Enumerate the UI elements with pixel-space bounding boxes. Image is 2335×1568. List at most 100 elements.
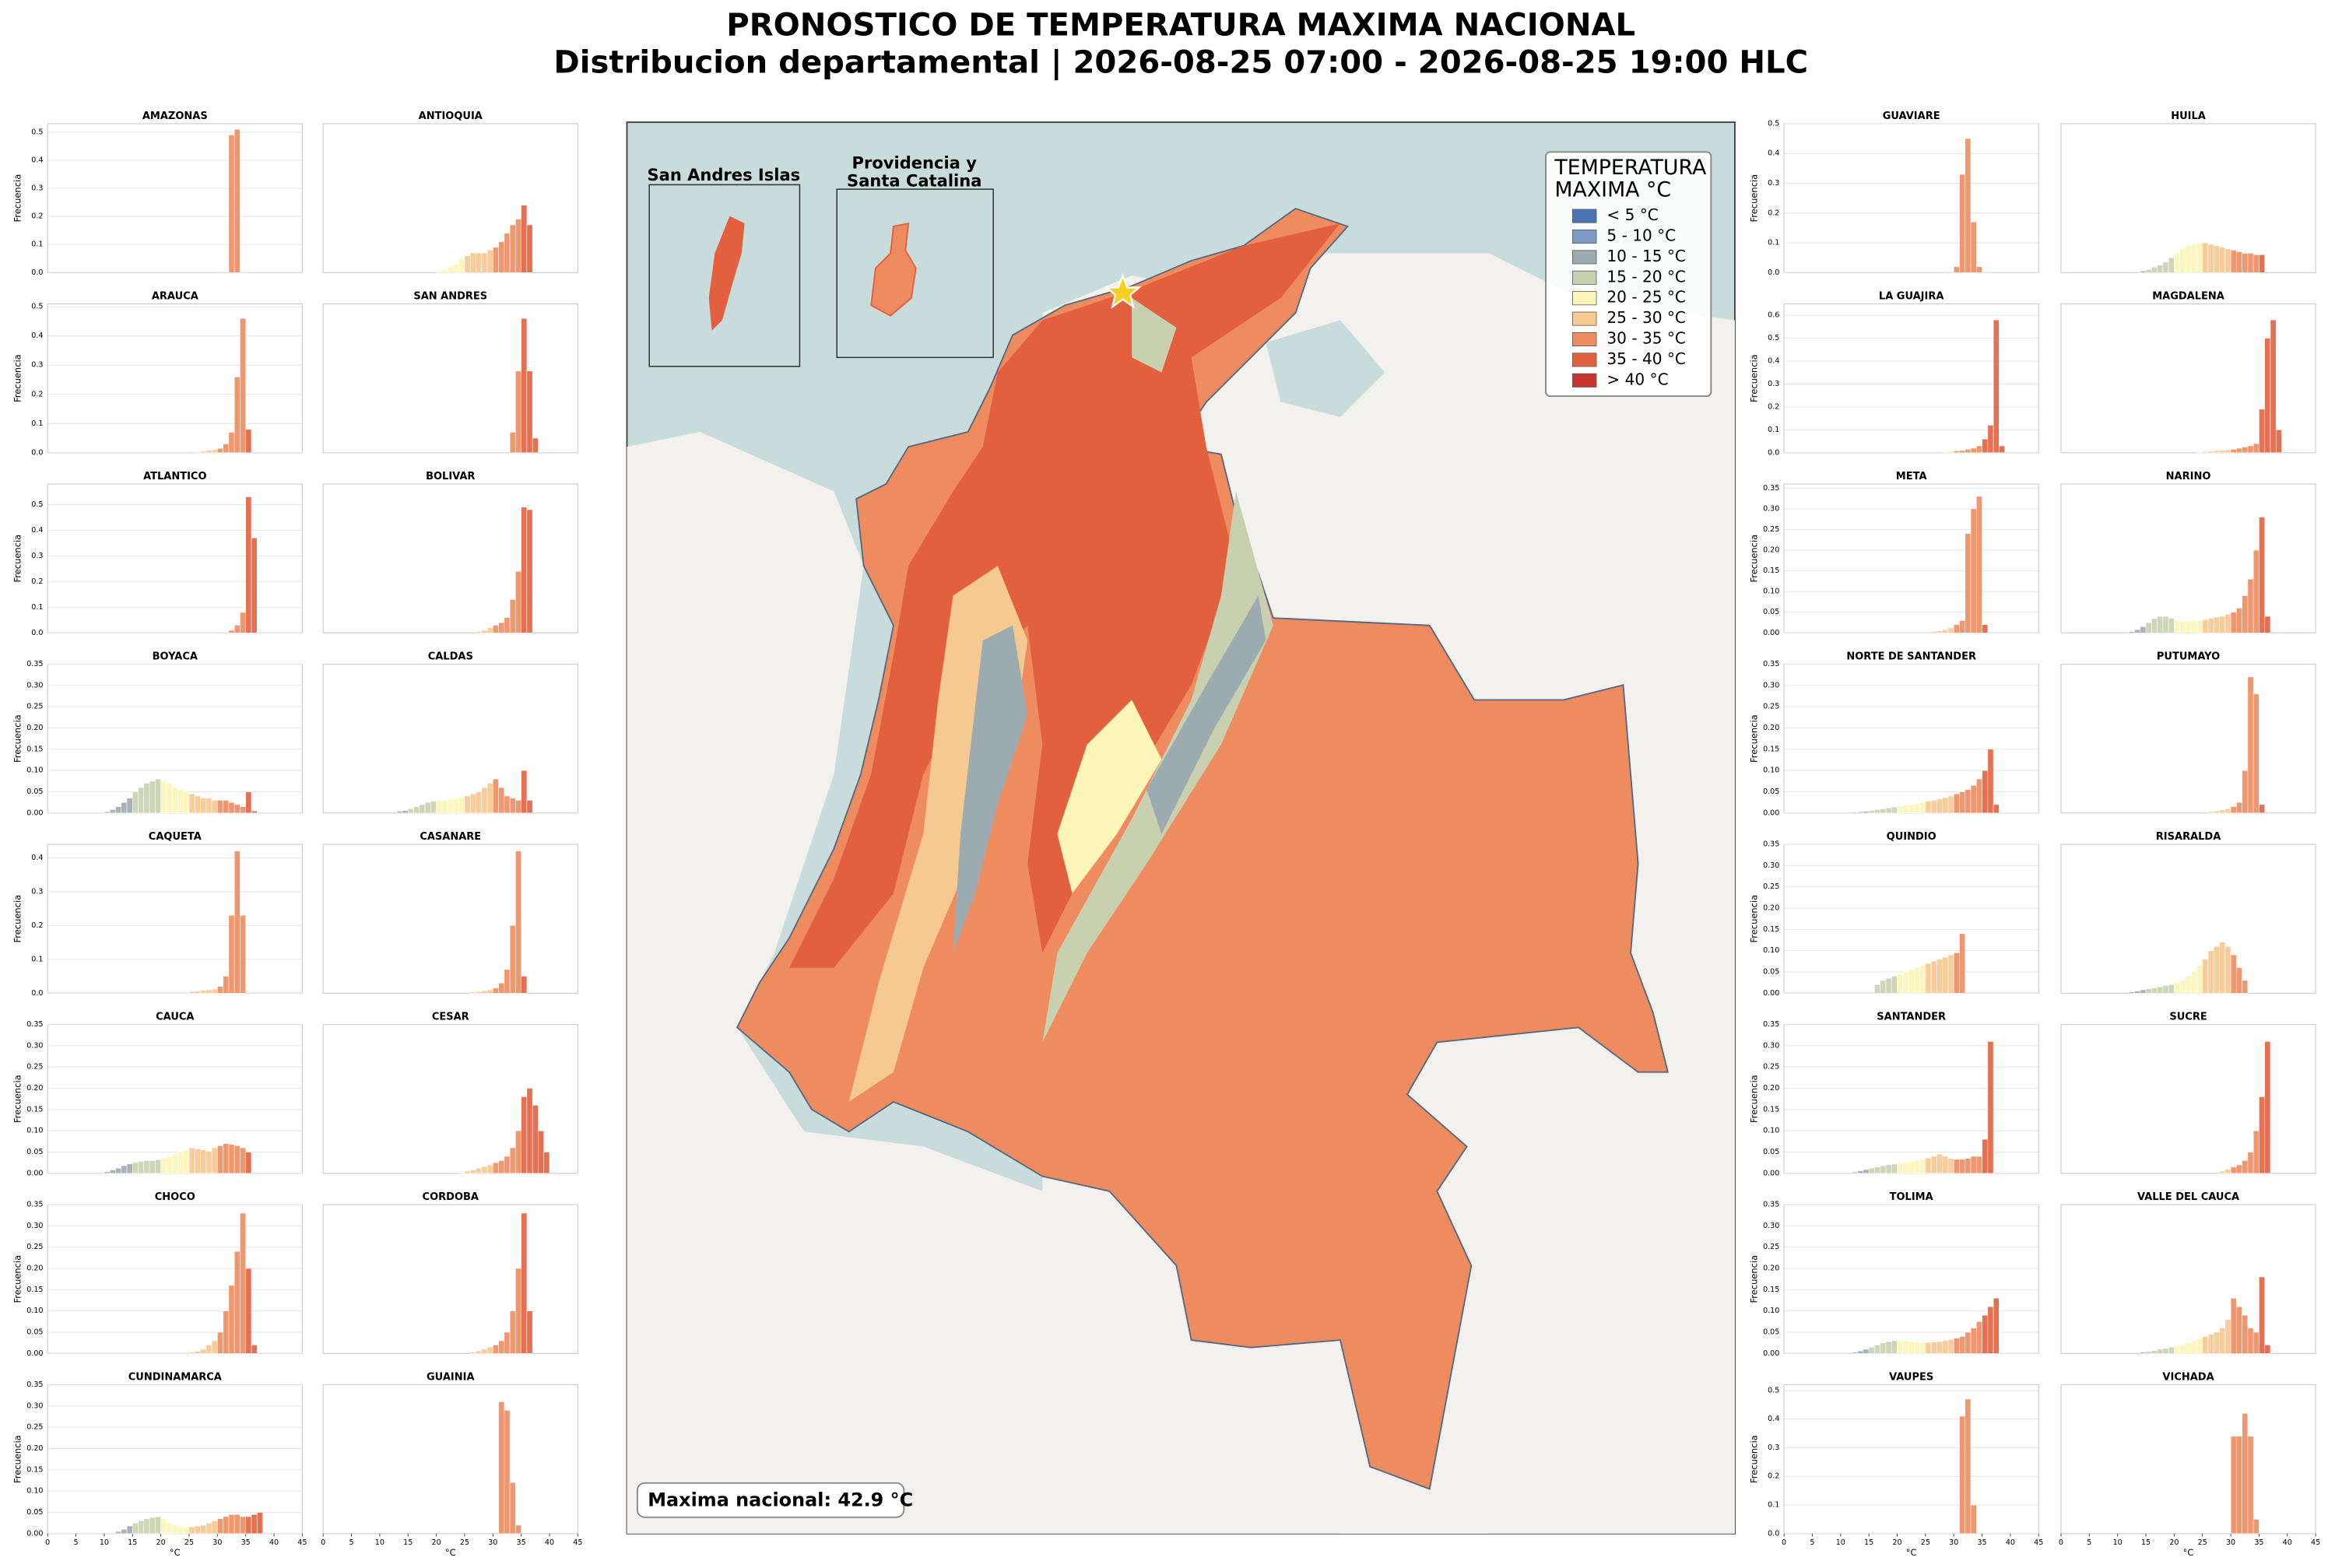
x-axis-label: °C <box>1906 1547 1917 1558</box>
bar <box>2168 984 2175 994</box>
bar <box>1880 809 1887 814</box>
y-tick-label: 0.00 <box>1763 629 1779 637</box>
bar <box>1930 1156 1937 1174</box>
bar <box>2270 319 2277 454</box>
bar <box>1965 789 1972 814</box>
y-tick-label: 0.30 <box>1763 681 1779 689</box>
legend-label: 20 - 25 °C <box>1606 288 1686 307</box>
bar <box>498 1401 505 1535</box>
y-axis-label: Frecuencia <box>1748 895 1759 943</box>
inset-island <box>870 222 917 317</box>
bar <box>234 128 241 273</box>
bar <box>240 806 246 814</box>
panel-title: SANTANDER <box>1877 1011 1946 1023</box>
bar <box>486 989 493 994</box>
x-tick-label: 10 <box>1836 1538 1845 1547</box>
bar <box>223 1310 230 1354</box>
bar <box>521 317 528 454</box>
y-axis-label: Frecuencia <box>1748 174 1759 223</box>
legend-swatch <box>1572 311 1597 326</box>
bar <box>509 1482 516 1535</box>
bar <box>115 1167 122 1174</box>
bar <box>509 224 516 273</box>
bar <box>2264 338 2271 454</box>
bar <box>2236 251 2242 273</box>
bar <box>486 250 493 273</box>
bar <box>2219 1328 2226 1354</box>
bar <box>1925 1342 1932 1354</box>
plot-area <box>322 483 578 633</box>
y-tick-label: 0.0 <box>1768 268 1779 277</box>
y-tick-label: 0.1 <box>31 240 43 249</box>
y-tick-label: 0.25 <box>1763 525 1779 534</box>
panel-title: VALLE DEL CAUCA <box>2137 1191 2239 1203</box>
panel-title: BOLIVAR <box>426 471 475 482</box>
x-tick-label: 15 <box>128 1538 137 1547</box>
bar <box>1908 1161 1915 1174</box>
legend-swatch <box>1572 373 1597 388</box>
y-tick-label: 0.25 <box>1763 1063 1779 1072</box>
bar <box>1925 1157 1932 1174</box>
inset-label: San Andres Islas <box>648 165 801 184</box>
bar <box>486 1346 493 1354</box>
plot-area <box>1783 1023 2039 1174</box>
x-tick-label: 40 <box>269 1538 279 1547</box>
x-tick-label: 30 <box>488 1538 497 1547</box>
bar <box>188 1147 195 1174</box>
plot-area <box>322 123 578 273</box>
bar <box>2219 450 2226 454</box>
bar <box>504 1156 511 1174</box>
bar <box>183 1526 190 1535</box>
legend-label: 35 - 40 °C <box>1606 349 1686 368</box>
bar <box>2168 1346 2175 1354</box>
x-tick-label: 35 <box>241 1538 251 1547</box>
y-tick-label: 0.05 <box>26 788 43 796</box>
bar <box>1953 793 1960 814</box>
bar <box>493 247 499 273</box>
bar <box>436 800 443 814</box>
bar <box>1982 770 1989 814</box>
bar <box>1902 1162 1909 1174</box>
panel-title: NARINO <box>2166 471 2211 482</box>
bar <box>2213 616 2220 633</box>
bar <box>2252 443 2260 454</box>
bar <box>521 205 528 273</box>
annotation-box <box>636 1482 905 1518</box>
bar <box>217 986 223 994</box>
plot-area <box>47 844 303 994</box>
y-tick-label: 0.00 <box>1763 1169 1779 1177</box>
panel-title: CAUCA <box>156 1011 194 1023</box>
panel-title: MAGDALENA <box>2152 290 2224 302</box>
bar <box>1936 959 1943 994</box>
y-tick-label: 0.05 <box>1763 608 1779 616</box>
bar <box>121 802 128 814</box>
bar <box>194 1351 201 1354</box>
panel-title: AMAZONAS <box>142 110 208 122</box>
bar <box>211 800 218 814</box>
bar <box>2224 614 2231 633</box>
bar <box>2207 244 2214 273</box>
bar <box>2264 1345 2271 1354</box>
bar <box>104 1171 111 1174</box>
bar <box>1987 425 1994 454</box>
bar <box>234 1145 241 1174</box>
y-tick-label: 0.30 <box>26 1041 43 1050</box>
bar <box>2140 271 2147 273</box>
y-tick-label: 0.0 <box>31 989 43 998</box>
bar <box>2230 1166 2237 1174</box>
bar <box>413 806 420 814</box>
x-tick-label: 40 <box>545 1538 554 1547</box>
bar <box>1914 1342 1920 1354</box>
bar <box>251 1514 258 1535</box>
y-tick-label: 0.20 <box>1763 724 1779 732</box>
bar <box>1930 800 1937 814</box>
x-tick-label: 20 <box>432 1538 441 1547</box>
y-tick-label: 0.1 <box>1768 426 1779 434</box>
bar <box>453 798 459 814</box>
bar <box>2196 965 2203 994</box>
bar <box>1936 630 1943 633</box>
x-tick-label: 20 <box>2169 1538 2179 1547</box>
y-tick-label: 0.0 <box>1768 448 1779 457</box>
bar <box>515 1130 521 1174</box>
